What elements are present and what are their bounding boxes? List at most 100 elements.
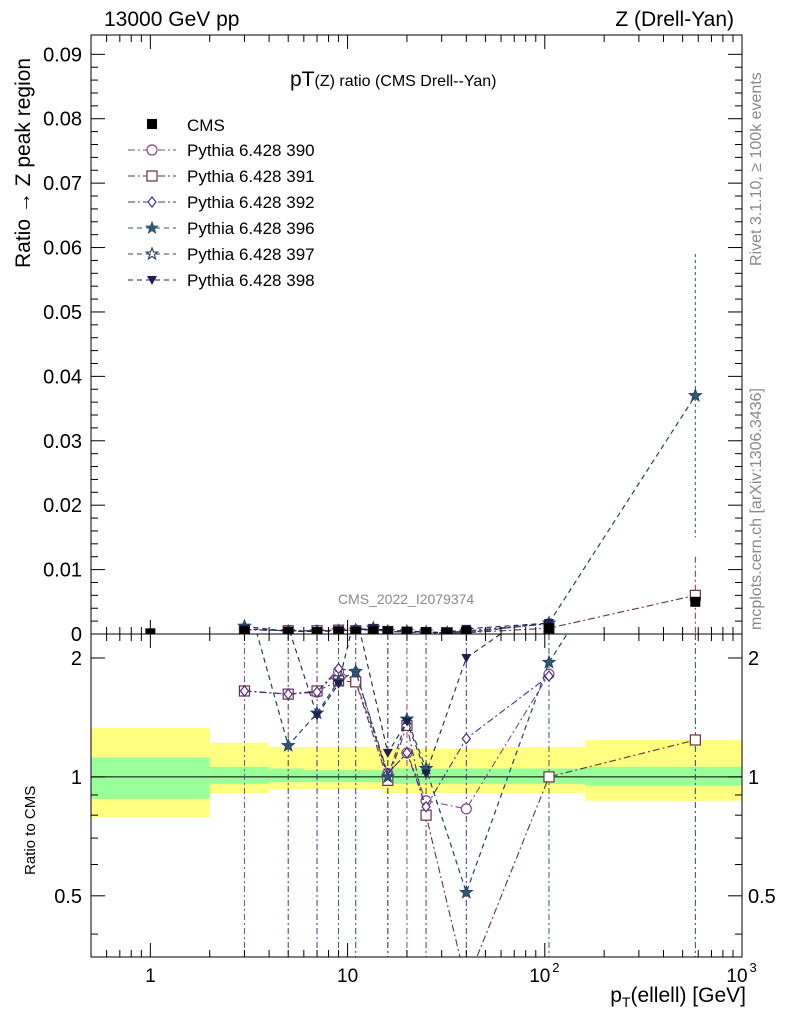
legend-marker — [144, 220, 160, 235]
ratio-point — [312, 686, 322, 698]
legend-label: Pythia 6.428 397 — [187, 245, 315, 264]
legend-marker — [144, 246, 160, 261]
x-tick-label-base: 1 — [145, 966, 156, 987]
ratio-point — [312, 711, 323, 721]
band-green — [303, 770, 383, 783]
cms-point — [442, 627, 453, 634]
ratio-point — [382, 748, 393, 758]
band-yellow — [303, 747, 383, 790]
ratio-y-tick-label: 1 — [71, 767, 82, 789]
ratio-y-tick-label-right: 0.5 — [748, 886, 776, 908]
cms-point — [421, 627, 432, 634]
ratio-y-tick-label: 0.5 — [54, 886, 82, 908]
legend-label: Pythia 6.428 392 — [187, 193, 315, 212]
xlabel-p: p — [610, 984, 622, 1007]
y-tick-label: 0.05 — [43, 302, 82, 324]
legend-label: Pythia 6.428 396 — [187, 219, 315, 238]
y-tick-label: 0.02 — [43, 495, 82, 517]
cms-point — [382, 626, 393, 634]
ratio-y-tick-label-right: 1 — [748, 767, 759, 789]
ratio-series — [238, 634, 701, 957]
legend-marker — [147, 276, 157, 285]
band-green — [209, 766, 270, 784]
y-tick-label: 0.07 — [43, 173, 82, 195]
band-green — [269, 768, 304, 783]
y-tick-label: 0.08 — [43, 109, 82, 131]
band-green — [91, 757, 210, 799]
ratio-point — [280, 737, 296, 752]
ratio-y-tick-label: 2 — [71, 648, 82, 670]
x-tick-label-base: 10 — [337, 966, 358, 987]
main-point — [688, 387, 703, 402]
legend-marker-cms — [147, 119, 157, 129]
x-tick-label-exp: 2 — [552, 960, 559, 975]
watermark: CMS_2022_I2079374 — [338, 591, 475, 607]
ratio-point — [239, 685, 250, 697]
ratio-error-lines — [243, 634, 696, 957]
x-tick-label: 10 2 — [529, 960, 559, 987]
ratio-point — [689, 734, 701, 746]
x-tick-label: 10 — [337, 966, 358, 987]
y-tick-label: 0.01 — [43, 560, 82, 582]
x-tick-label: 10 3 — [726, 960, 756, 987]
mcplots-label: mcplots.cern.ch [arXiv:1306.3436] — [748, 388, 765, 630]
ratio-xlabel: pT(ellell) [GeV] — [610, 984, 746, 1010]
main-y-ticks: 0 0.01 0.02 0.03 0.04 0.05 0.06 0.07 0.08 0.09 — [43, 44, 742, 646]
ratio-point — [380, 769, 396, 784]
ratio-point — [541, 654, 557, 669]
process-label: Z (Drell-Yan) — [615, 8, 734, 31]
ratio-point — [461, 732, 472, 745]
cms-point — [350, 627, 361, 634]
ratio-y-ticks: 0.5 0.5 1 1 2 2 — [54, 648, 776, 935]
ratio-point — [283, 688, 293, 701]
xlabel-sub: T — [621, 994, 631, 1011]
x-ticks — [90, 35, 734, 957]
ratio-series-line — [256, 634, 568, 895]
y-tick-label: 0.04 — [43, 366, 82, 388]
rivet-label: Rivet 3.1.10, ≥ 100k events — [748, 72, 765, 266]
legend-marker — [147, 196, 157, 208]
ratio-series-line — [244, 680, 696, 957]
ratio-point — [543, 771, 555, 783]
title-pt: pT — [290, 68, 315, 91]
energy-label: 13000 GeV pp — [104, 8, 240, 31]
legend: CMS Pythia 6.428 390 Pythia 6.428 391 Pythi… — [128, 116, 315, 290]
legend-label: Pythia 6.428 391 — [187, 167, 315, 186]
title-rest: (Z) ratio (CMS Drell--Yan) — [314, 73, 497, 90]
band-yellow — [269, 747, 304, 790]
band-green — [501, 768, 586, 784]
ratio-y-tick-label-right: 2 — [748, 648, 759, 670]
xlabel-text: pT(ellell) [GeV] — [610, 984, 746, 1011]
ratio-point — [461, 653, 472, 663]
ratio-point — [544, 670, 554, 683]
legend-label: Pythia 6.428 390 — [187, 141, 315, 160]
legend-marker — [146, 170, 158, 182]
cms-point — [690, 596, 701, 607]
ratio-series-line — [256, 634, 568, 895]
x-tick-label: 1 — [145, 966, 156, 987]
ratio-point — [458, 884, 474, 899]
x-tick-label-base: 10 — [529, 966, 550, 987]
y-tick-label: 0 — [71, 624, 82, 646]
band-green — [441, 768, 502, 784]
ratio-frame — [90, 633, 743, 958]
legend-label-cms: CMS — [187, 116, 225, 135]
ratio-point — [402, 746, 412, 759]
ratio-point — [348, 663, 364, 678]
cms-point — [543, 623, 554, 634]
ratio-point — [401, 717, 412, 727]
ratio-point — [333, 679, 344, 689]
y-tick-label: 0.03 — [43, 431, 82, 453]
uncertainty-bands — [91, 727, 742, 818]
ratio-ylabel: Ratio to CMS — [22, 785, 39, 875]
y-tick-label: 0.09 — [43, 44, 82, 66]
xlabel-rest: (ellell) [GeV] — [630, 984, 746, 1007]
ratio-point — [421, 769, 432, 779]
legend-marker — [146, 144, 158, 156]
cms-point — [368, 626, 379, 634]
ratio-point — [460, 803, 472, 815]
x-tick-label-base: 10 — [726, 966, 747, 987]
main-ylabel: Ratio → Z peak region — [12, 57, 35, 268]
ratio-point — [350, 676, 362, 688]
